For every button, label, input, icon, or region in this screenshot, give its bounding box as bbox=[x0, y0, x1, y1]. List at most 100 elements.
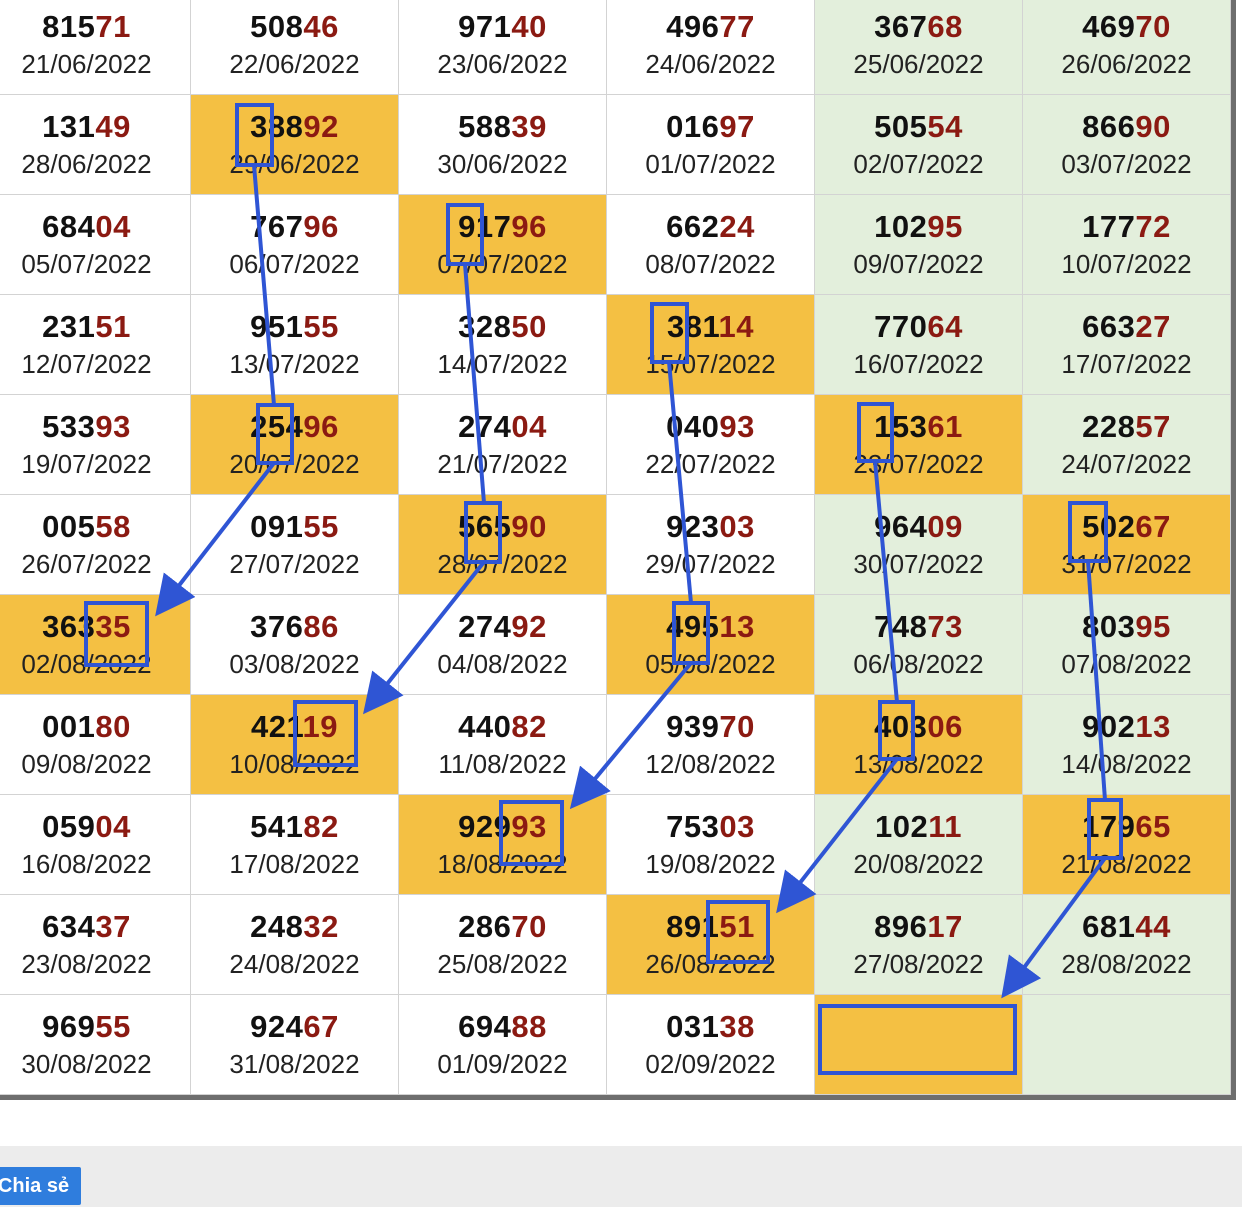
result-cell: 50846 22/06/2022 bbox=[190, 0, 399, 95]
result-cell: 22857 24/07/2022 bbox=[1022, 394, 1231, 495]
result-date: 25/06/2022 bbox=[853, 48, 984, 79]
result-date: 14/07/2022 bbox=[437, 348, 568, 379]
result-number: 32850 bbox=[399, 309, 606, 345]
footer-bar bbox=[0, 1146, 1242, 1207]
result-date: 24/08/2022 bbox=[229, 948, 360, 979]
lottery-results-table: 81571 21/06/2022 50846 22/06/2022 97140 23/06… bbox=[0, 0, 1236, 1100]
result-number: 38114 bbox=[607, 309, 814, 345]
result-date: 31/08/2022 bbox=[229, 1048, 360, 1079]
result-number-head: 971 bbox=[458, 8, 512, 44]
result-number-tail: 93 bbox=[511, 808, 547, 844]
result-cell: 50267 31/07/2022 bbox=[1022, 494, 1231, 595]
result-cell: 17772 10/07/2022 bbox=[1022, 194, 1231, 295]
result-number-head: 917 bbox=[458, 208, 512, 244]
result-number-head: 533 bbox=[42, 408, 96, 444]
result-number: 58839 bbox=[399, 109, 606, 145]
result-number-tail: 55 bbox=[303, 508, 339, 544]
result-number-head: 001 bbox=[42, 708, 96, 744]
result-cell: 01697 01/07/2022 bbox=[606, 94, 815, 195]
result-number: 77064 bbox=[815, 309, 1022, 345]
result-number: 50554 bbox=[815, 109, 1022, 145]
result-number-tail: 46 bbox=[303, 8, 339, 44]
result-number: 13149 bbox=[0, 109, 190, 145]
result-date: 13/08/2022 bbox=[853, 748, 984, 779]
result-number: 91796 bbox=[399, 209, 606, 245]
result-date: 31/07/2022 bbox=[1061, 548, 1192, 579]
result-number-tail: 70 bbox=[719, 708, 755, 744]
result-number-head: 274 bbox=[458, 408, 512, 444]
result-cell: 89151 26/08/2022 bbox=[606, 894, 815, 995]
result-cell: 44082 11/08/2022 bbox=[398, 694, 607, 795]
result-cell: 86690 03/07/2022 bbox=[1022, 94, 1231, 195]
result-number-tail: 04 bbox=[95, 208, 131, 244]
result-number-head: 059 bbox=[42, 808, 96, 844]
result-number-tail: 90 bbox=[1135, 108, 1171, 144]
result-number-head: 508 bbox=[250, 8, 304, 44]
result-number: 46970 bbox=[1023, 9, 1230, 45]
result-cell: 68404 05/07/2022 bbox=[0, 194, 191, 295]
result-number-head: 505 bbox=[874, 108, 928, 144]
result-number-tail: 55 bbox=[303, 308, 339, 344]
result-cell: 05904 16/08/2022 bbox=[0, 794, 191, 895]
result-cell: 32850 14/07/2022 bbox=[398, 294, 607, 395]
table-row: 00180 09/08/2022 42119 10/08/2022 44082 11/08… bbox=[0, 694, 1231, 795]
result-number-tail: 86 bbox=[303, 608, 339, 644]
result-number-tail: 40 bbox=[511, 8, 547, 44]
table-row: 36335 02/08/2022 37686 03/08/2022 27492 04/08… bbox=[0, 594, 1231, 695]
result-date: 26/07/2022 bbox=[21, 548, 152, 579]
result-number-head: 924 bbox=[250, 1008, 304, 1044]
result-cell: 15361 23/07/2022 bbox=[814, 394, 1023, 495]
result-number-tail: 51 bbox=[95, 308, 131, 344]
result-cell: 69488 01/09/2022 bbox=[398, 994, 607, 1095]
share-button[interactable]: Chia sẻ bbox=[0, 1167, 81, 1205]
table-row: 81571 21/06/2022 50846 22/06/2022 97140 23/06… bbox=[0, 0, 1231, 95]
result-number: 89151 bbox=[607, 909, 814, 945]
result-date: 25/08/2022 bbox=[437, 948, 568, 979]
result-date: 20/07/2022 bbox=[229, 448, 360, 479]
result-number-tail: 44 bbox=[1135, 908, 1171, 944]
result-number-tail: 03 bbox=[719, 808, 755, 844]
result-number-head: 381 bbox=[667, 308, 719, 344]
result-date: 22/07/2022 bbox=[645, 448, 776, 479]
result-cell: 96955 30/08/2022 bbox=[0, 994, 191, 1095]
result-cell: 95155 13/07/2022 bbox=[190, 294, 399, 395]
result-date: 23/06/2022 bbox=[437, 48, 568, 79]
result-number-tail: 39 bbox=[511, 108, 547, 144]
result-cell: 75303 19/08/2022 bbox=[606, 794, 815, 895]
result-number-tail: 95 bbox=[1135, 608, 1171, 644]
result-cell: 24832 24/08/2022 bbox=[190, 894, 399, 995]
result-number: 89617 bbox=[815, 909, 1022, 945]
result-date: 06/07/2022 bbox=[229, 248, 360, 279]
result-number: 97140 bbox=[399, 9, 606, 45]
result-number: 93970 bbox=[607, 709, 814, 745]
result-date: 09/07/2022 bbox=[853, 248, 984, 279]
result-date: 02/07/2022 bbox=[853, 148, 984, 179]
result-date: 23/08/2022 bbox=[21, 948, 152, 979]
result-number-tail: 93 bbox=[95, 408, 131, 444]
result-number: 40306 bbox=[815, 709, 1022, 745]
result-cell: 91796 07/07/2022 bbox=[398, 194, 607, 295]
result-number-head: 866 bbox=[1082, 108, 1136, 144]
result-number: 49677 bbox=[607, 9, 814, 45]
result-number: 66224 bbox=[607, 209, 814, 245]
result-number-tail: 13 bbox=[1135, 708, 1171, 744]
result-number-tail: 71 bbox=[95, 8, 131, 44]
result-number-head: 421 bbox=[251, 708, 303, 744]
result-number-head: 753 bbox=[666, 808, 720, 844]
result-cell: 50554 02/07/2022 bbox=[814, 94, 1023, 195]
result-cell bbox=[1022, 994, 1231, 1095]
result-date: 21/07/2022 bbox=[437, 448, 568, 479]
result-number-head: 767 bbox=[250, 208, 304, 244]
result-number-tail: 70 bbox=[511, 908, 547, 944]
result-cell: 04093 22/07/2022 bbox=[606, 394, 815, 495]
result-number-tail: 61 bbox=[927, 408, 963, 444]
result-number-head: 274 bbox=[458, 608, 512, 644]
result-number-tail: 96 bbox=[303, 408, 339, 444]
result-cell bbox=[814, 994, 1023, 1095]
result-number-head: 803 bbox=[1082, 608, 1136, 644]
result-cell: 09155 27/07/2022 bbox=[190, 494, 399, 595]
result-cell: 58839 30/06/2022 bbox=[398, 94, 607, 195]
result-date: 22/06/2022 bbox=[229, 48, 360, 79]
result-number: 38892 bbox=[191, 109, 398, 145]
result-date: 07/08/2022 bbox=[1061, 648, 1192, 679]
